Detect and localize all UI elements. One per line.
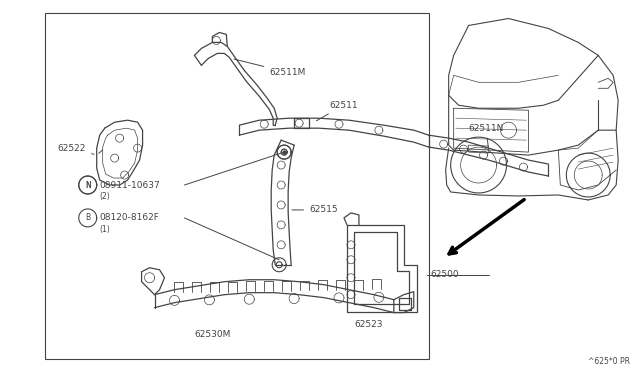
Text: 62523: 62523 <box>354 320 383 329</box>
Bar <box>45 13 429 359</box>
Text: 62515: 62515 <box>292 205 338 214</box>
Text: 62511M: 62511M <box>234 59 305 77</box>
Text: (1): (1) <box>100 225 111 234</box>
Text: 08120-8162F: 08120-8162F <box>100 214 159 222</box>
Text: 62511N: 62511N <box>468 124 504 147</box>
Text: 08911-10637: 08911-10637 <box>100 180 161 189</box>
Text: 62530M: 62530M <box>195 330 231 339</box>
Text: 62522: 62522 <box>58 144 94 154</box>
Text: ^625*0 PR: ^625*0 PR <box>588 357 630 366</box>
Text: 62511: 62511 <box>316 101 358 121</box>
Text: B: B <box>85 214 90 222</box>
Text: N: N <box>85 180 91 189</box>
Text: 62500: 62500 <box>431 270 460 279</box>
Text: (2): (2) <box>100 192 111 202</box>
Text: N: N <box>85 180 91 189</box>
